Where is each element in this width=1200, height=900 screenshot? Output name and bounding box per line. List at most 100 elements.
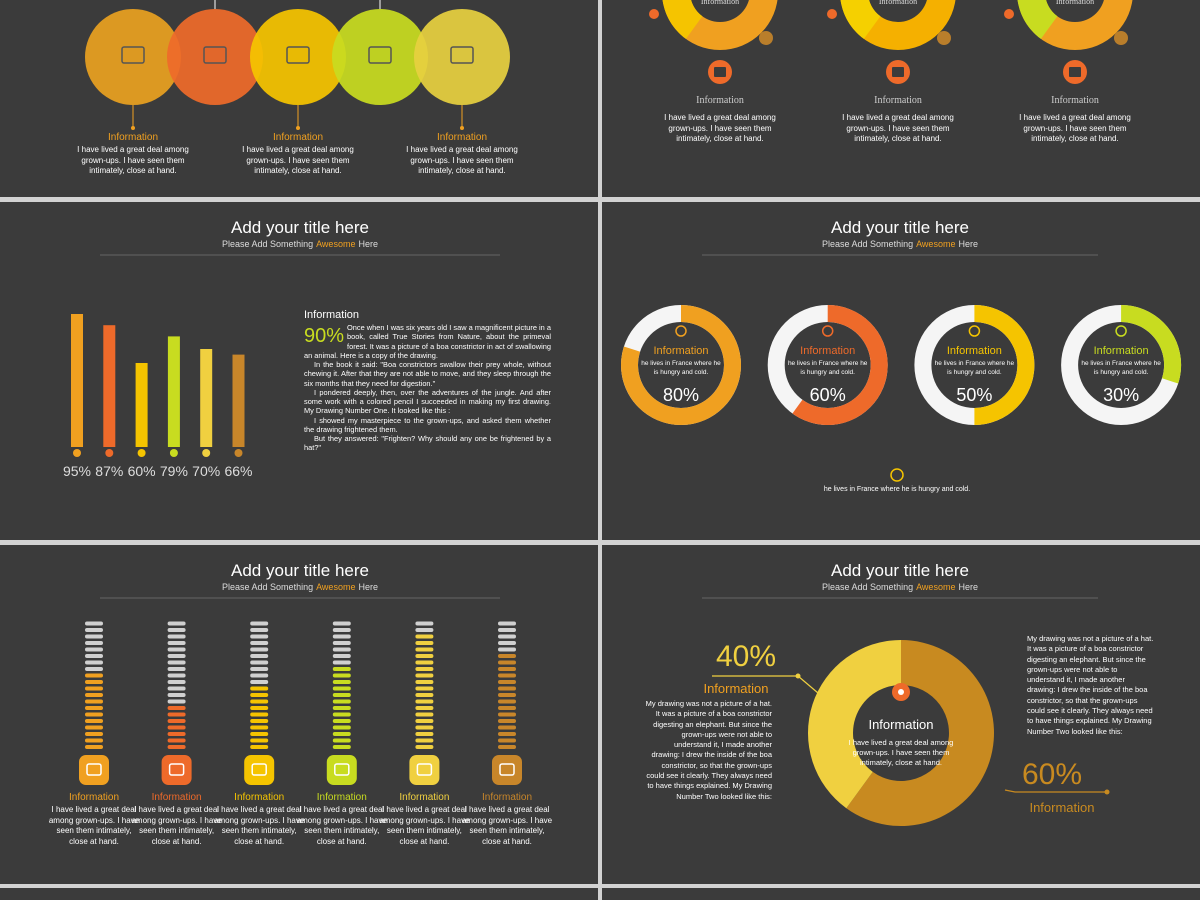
circle	[332, 9, 428, 105]
gauge-segment	[332, 654, 351, 658]
gauge-segment	[85, 641, 103, 645]
leader	[1004, 789, 1107, 793]
gauge-segment	[498, 719, 516, 723]
circle	[167, 9, 263, 105]
gauge-fill	[332, 621, 351, 749]
gauge-segment	[167, 712, 186, 717]
gauge-segment	[167, 719, 186, 723]
circle	[85, 9, 181, 105]
info-body: 90% Once when I was six years old I saw a…	[304, 323, 551, 453]
gauge-segment	[415, 745, 434, 749]
paragraph: I pondered deeply, then, over the advent…	[304, 387, 551, 416]
gauge-segment	[415, 621, 434, 626]
gauge-text: I have lived a great deal among grown-up…	[379, 805, 470, 846]
item-label: Information	[696, 95, 744, 106]
gauge-fill	[498, 621, 516, 749]
gauge-segment	[167, 745, 186, 749]
gauge-text: I have lived a great deal among grown-up…	[296, 805, 387, 846]
icon	[286, 46, 310, 64]
gauge-segment	[250, 634, 269, 639]
gauge-segment	[250, 673, 269, 678]
value-label: 60%	[1021, 758, 1083, 791]
gauge-segment	[167, 634, 186, 639]
gauge-bulb	[409, 755, 440, 785]
item-label: Information	[107, 132, 159, 143]
gauge-segment	[332, 706, 351, 710]
gauge-segment	[167, 699, 186, 704]
gauge-segment	[415, 628, 434, 632]
gauge-segment	[85, 693, 103, 697]
gauge-segment	[498, 745, 516, 749]
gauge-segment	[332, 634, 351, 639]
icon	[121, 46, 145, 64]
gauge-segment	[85, 699, 103, 704]
subtitle-part: Here	[958, 239, 978, 249]
gauge-segment	[498, 647, 516, 652]
gauge-segment	[332, 732, 351, 736]
gauge-text: I have lived a great deal among grown-up…	[48, 805, 140, 846]
gauge-segment	[498, 621, 516, 626]
donut-value: 50%	[956, 385, 993, 405]
value-label: 95%	[62, 463, 92, 479]
donut-arc	[1121, 305, 1182, 384]
value-label: 40%	[715, 640, 777, 673]
gauge-segment	[85, 706, 103, 710]
gauge-text: I have lived a great deal among grown-up…	[461, 805, 553, 846]
connector-dot	[460, 126, 464, 130]
icon	[1069, 67, 1081, 77]
subtitle-part: Please Add Something	[222, 239, 314, 249]
gauge-fill	[167, 621, 186, 749]
gauge-segment	[167, 738, 186, 743]
donut-label: Information	[653, 345, 709, 357]
gauge-segment	[415, 725, 434, 730]
circle	[250, 9, 346, 105]
item-text: I have lived a great deal among grown-up…	[242, 145, 354, 175]
gauge-text: I have lived a great deal among grown-up…	[131, 805, 222, 846]
gauge-segment	[498, 680, 516, 684]
item-label: Information	[874, 95, 922, 106]
gauge-segment	[85, 628, 103, 632]
gauge-segment	[332, 699, 351, 704]
gauge-segment	[332, 719, 351, 723]
subtitle-part: Awesome	[916, 582, 956, 592]
item-text: I have lived a great deal among grown-up…	[664, 113, 776, 143]
gauge-segment	[332, 693, 351, 697]
gauge-segment	[415, 719, 434, 723]
slide	[0, 888, 598, 900]
gauge-segment	[415, 673, 434, 678]
icon	[416, 763, 433, 776]
gauge-segment	[415, 712, 434, 717]
gauge-segment	[332, 647, 351, 652]
bar-icon	[202, 449, 211, 457]
gauge-segment	[167, 673, 186, 678]
ring-accent	[840, 0, 881, 39]
bar	[200, 349, 213, 447]
gauge-segment	[332, 628, 351, 632]
gauge-segment	[85, 686, 103, 691]
subtitle-part: Awesome	[316, 239, 356, 249]
gauge-segment	[167, 667, 186, 671]
gauge-segment	[85, 719, 103, 723]
gauge-segment	[85, 660, 103, 665]
donut-value: 80%	[662, 385, 700, 405]
gauge-segment	[415, 680, 434, 684]
slide-subtitle: Please Add Something Awesome Here	[700, 239, 1100, 250]
bar	[167, 336, 180, 447]
subtitle-part: Here	[358, 582, 378, 592]
bubble	[1004, 9, 1014, 19]
gauge-segment	[250, 725, 269, 730]
slide	[0, 202, 598, 540]
slide	[602, 888, 1200, 900]
highlight: 90%	[304, 325, 345, 347]
gauge-segment	[250, 660, 269, 665]
rocket-window	[898, 689, 904, 695]
gauge-segment	[332, 660, 351, 665]
gauge-bulb	[492, 755, 522, 785]
gauge-segment	[85, 647, 103, 652]
gauge-segment	[332, 712, 351, 717]
subtitle-part: Please Add Something	[822, 239, 914, 249]
gauge-label: Information	[481, 792, 533, 803]
gauge-segment	[85, 738, 103, 743]
gauge-segment	[498, 712, 516, 717]
gauge-segment	[332, 738, 351, 743]
